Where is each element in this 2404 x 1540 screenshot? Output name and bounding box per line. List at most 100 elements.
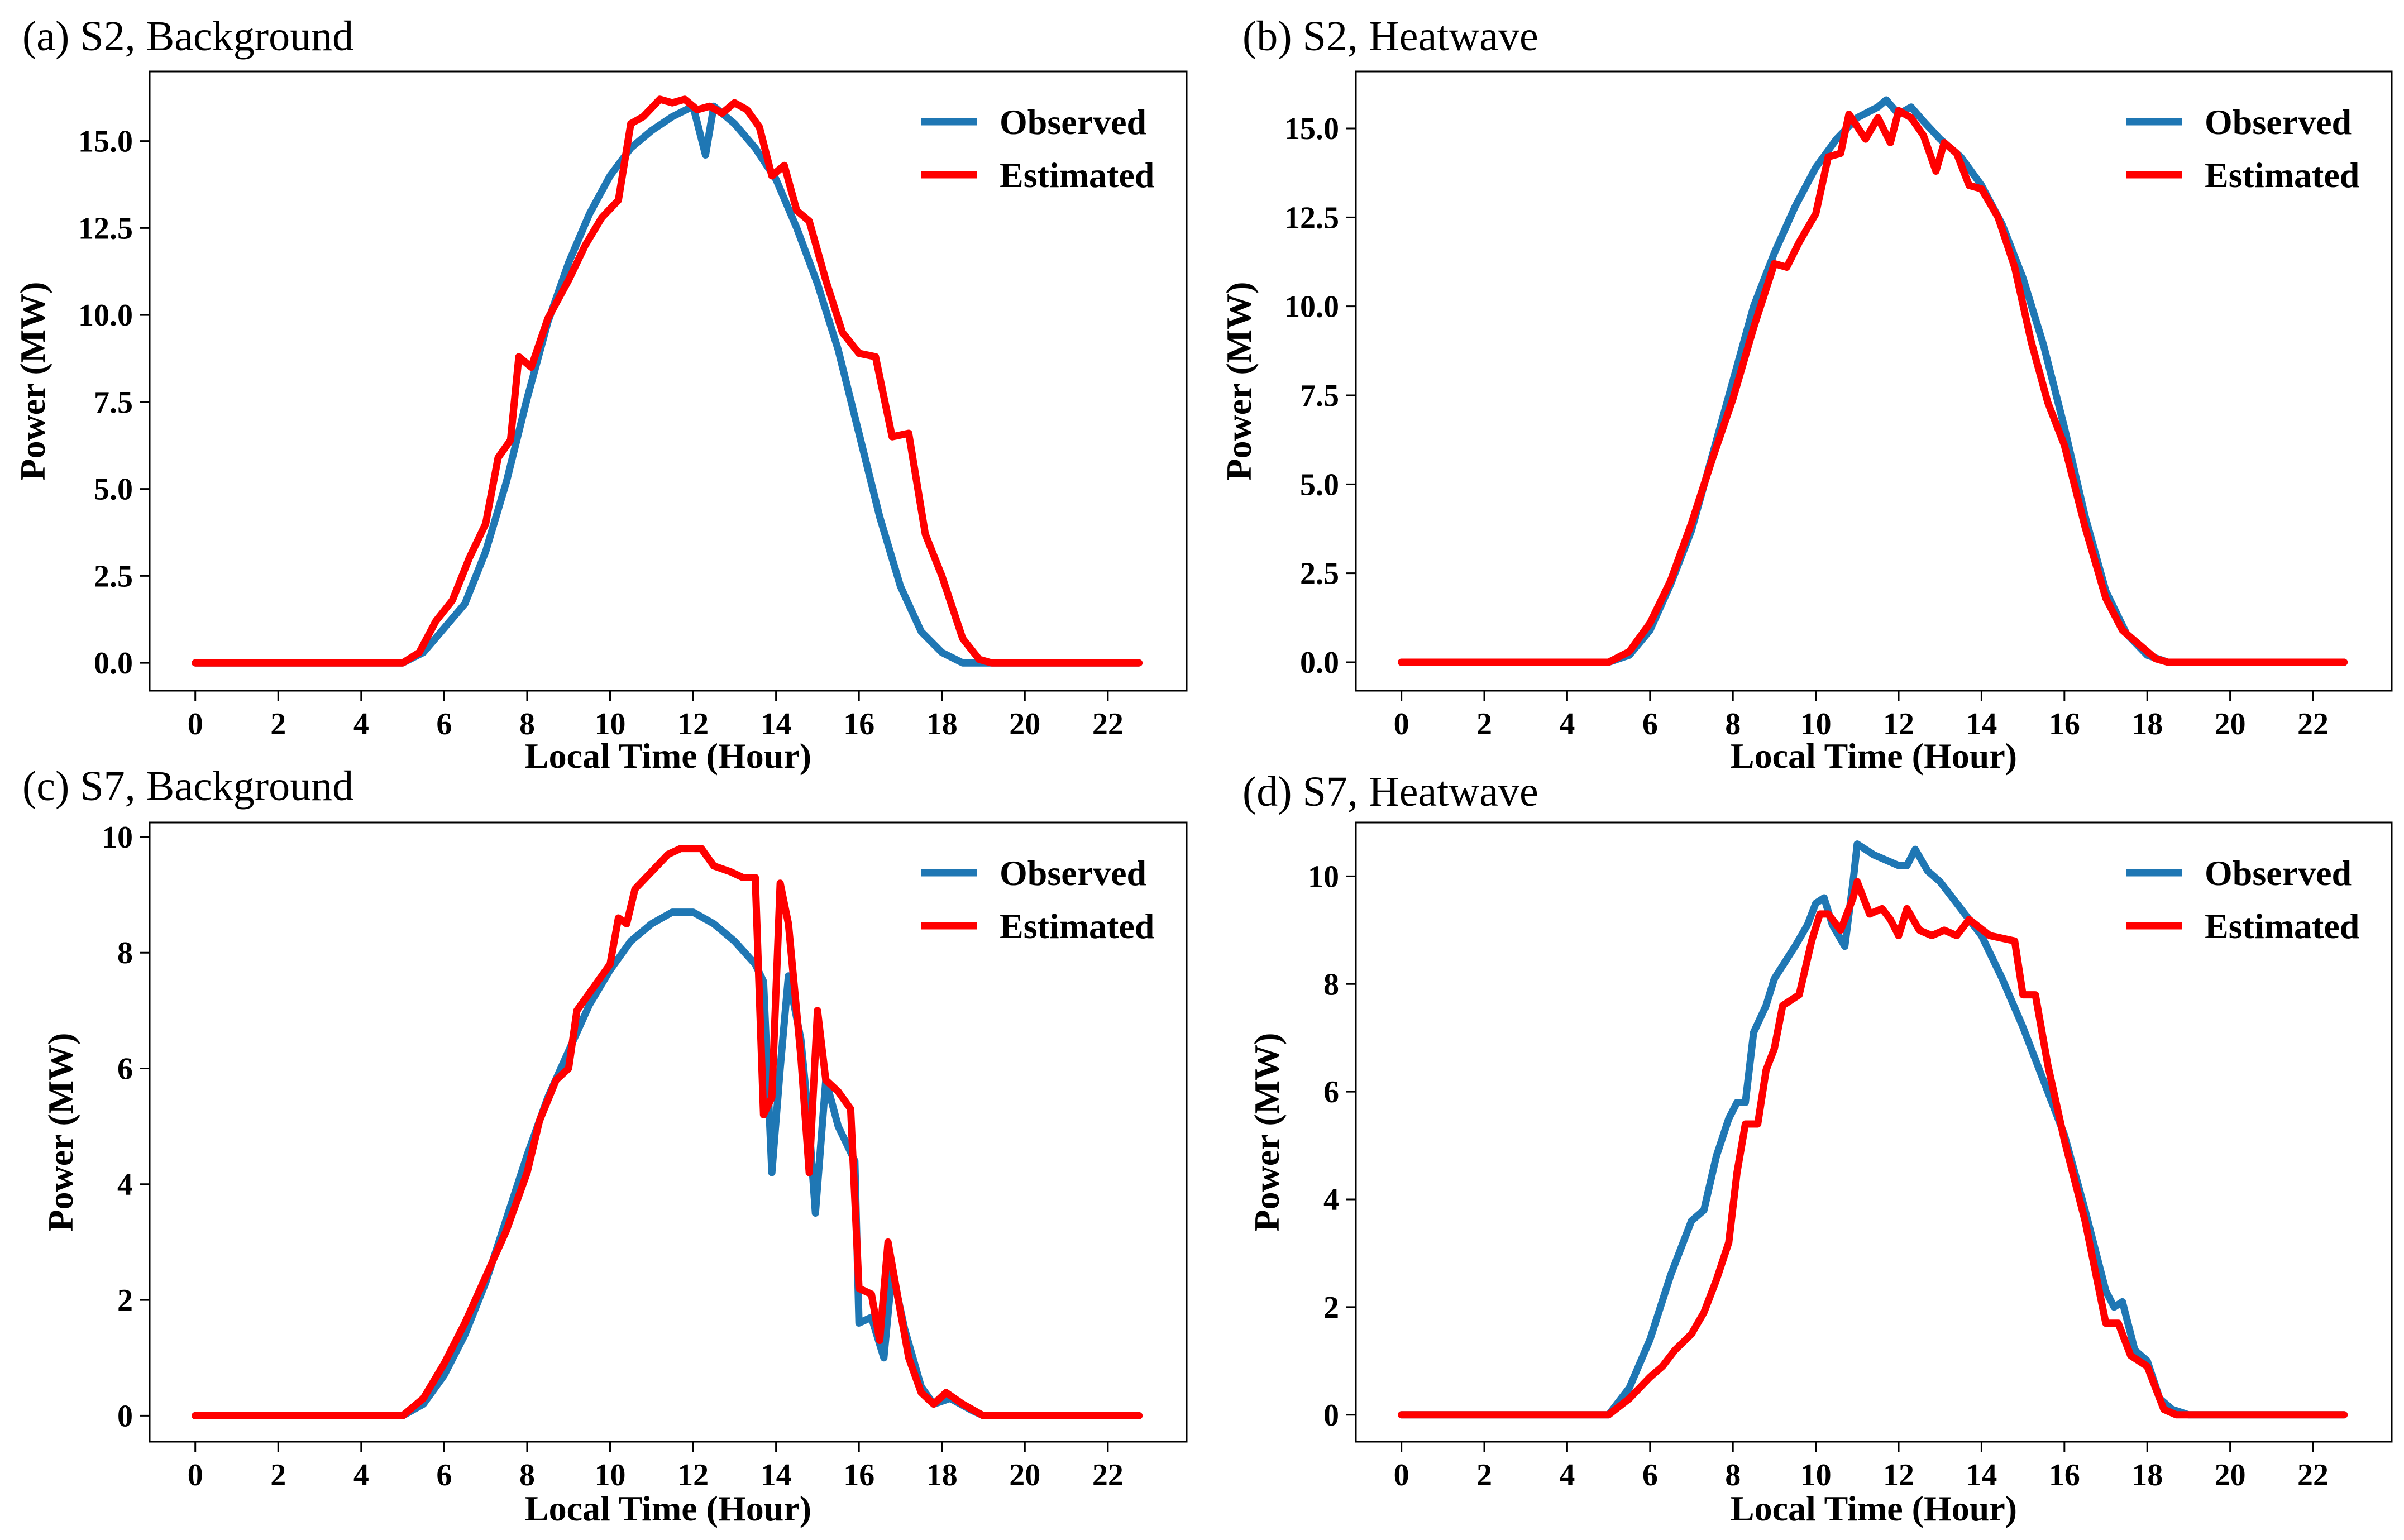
y-tick-label: 2.5	[1300, 557, 1339, 591]
chart-panel-1: (a) S2, Background 0 2 4 6 8 10 12 14 16 18 20 22 0.0…	[13, 13, 1188, 776]
x-tick-label: 8	[519, 1458, 535, 1493]
x-tick-label: 6	[1642, 707, 1658, 742]
legend: Observed Estimated	[2126, 853, 2359, 946]
x-tick-label: 18	[2131, 707, 2163, 742]
panel-title: (a) S2, Background	[22, 13, 353, 60]
x-tick-label: 6	[1642, 1458, 1658, 1493]
x-tick-label: 2	[1476, 1458, 1492, 1493]
panel-title: (c) S7, Background	[22, 763, 353, 810]
x-tick-label: 14	[1966, 1458, 1997, 1493]
x-axis-label: Local Time (Hour)	[1731, 736, 2017, 776]
x-tick-label: 20	[1009, 707, 1040, 742]
x-tick-label: 16	[843, 707, 874, 742]
x-tick-label: 0	[1394, 1458, 1409, 1493]
plot-frame	[1355, 70, 2393, 692]
series-line-estimated	[1398, 878, 2348, 1419]
y-tick-label: 10	[1308, 859, 1339, 894]
legend: Observed Estimated	[921, 102, 1154, 195]
x-tick-label: 2	[270, 1458, 286, 1493]
panel-title: (b) S2, Heatwave	[1242, 13, 1538, 60]
x-tick-label: 2	[270, 707, 286, 742]
x-tick-label: 12	[677, 1458, 709, 1493]
x-tick-label: 20	[1009, 1458, 1040, 1493]
y-tick-label: 2	[1323, 1290, 1339, 1325]
x-tick-label: 6	[436, 1458, 452, 1493]
y-tick-label: 5.0	[1300, 467, 1339, 502]
x-tick-label: 12	[1883, 707, 1914, 742]
y-tick-label: 8	[1323, 967, 1339, 1002]
x-tick-label: 18	[2131, 1458, 2163, 1493]
x-axis-label: Local Time (Hour)	[525, 736, 811, 776]
series-line-observed	[1398, 840, 2348, 1419]
y-tick-label: 7.5	[1300, 379, 1339, 413]
y-tick-label: 2	[117, 1283, 133, 1318]
y-tick-label: 0	[117, 1399, 133, 1433]
y-tick-label: 10.0	[1284, 290, 1339, 324]
panel-title: (d) S7, Heatwave	[1242, 768, 1538, 815]
plot-frame	[149, 821, 1188, 1443]
y-axis-label: Power (MW)	[41, 1033, 80, 1232]
x-axis-label: Local Time (Hour)	[525, 1489, 811, 1528]
legend: Observed Estimated	[921, 853, 1154, 946]
x-tick-label: 10	[1800, 707, 1832, 742]
y-tick-label: 0	[1323, 1398, 1339, 1433]
x-tick-label: 18	[926, 707, 958, 742]
series-line-estimated	[192, 95, 1143, 667]
x-tick-label: 10	[595, 1458, 626, 1493]
x-tick-label: 14	[1966, 707, 1997, 742]
x-tick-label: 8	[1725, 1458, 1741, 1493]
x-tick-label: 4	[1559, 1458, 1575, 1493]
chart-panel-3: (c) S7, Background 0 2 4 6 8 10 12 14 16 18 20 22 0 2 4…	[22, 763, 1188, 1528]
x-tick-label: 4	[1559, 707, 1575, 742]
x-tick-label: 22	[2297, 1458, 2329, 1493]
x-tick-label: 0	[188, 707, 203, 742]
y-tick-label: 2.5	[94, 559, 133, 594]
legend-label-observed: Observed	[1000, 102, 1146, 142]
legend-label-estimated: Estimated	[2205, 906, 2359, 946]
x-tick-label: 4	[353, 1458, 369, 1493]
x-tick-label: 12	[677, 707, 709, 742]
legend-label-observed: Observed	[1000, 853, 1146, 893]
y-tick-label: 8	[117, 936, 133, 970]
chart-panel-2: (b) S2, Heatwave 0 2 4 6 8 10 12 14 16 18 20 22 0.0 2.…	[1219, 13, 2393, 776]
series-line-estimated	[192, 845, 1143, 1419]
x-tick-label: 12	[1883, 1458, 1914, 1493]
y-tick-label: 10	[102, 820, 133, 855]
x-tick-label: 20	[2215, 1458, 2246, 1493]
x-tick-label: 22	[1092, 707, 1124, 742]
plot-frame	[149, 70, 1188, 692]
y-tick-label: 15.0	[1284, 112, 1339, 146]
y-tick-label: 0.0	[94, 646, 133, 681]
y-tick-label: 12.5	[78, 211, 133, 246]
y-axis-label: Power (MW)	[1247, 1033, 1287, 1232]
x-tick-label: 0	[188, 1458, 203, 1493]
x-tick-label: 18	[926, 1458, 958, 1493]
x-tick-label: 8	[519, 707, 535, 742]
y-tick-label: 15.0	[78, 125, 133, 159]
series-line-estimated	[1398, 107, 2348, 666]
y-tick-label: 6	[117, 1051, 133, 1086]
x-tick-label: 10	[1800, 1458, 1832, 1493]
x-tick-label: 0	[1394, 707, 1409, 742]
legend-label-estimated: Estimated	[2205, 155, 2359, 195]
y-tick-label: 7.5	[94, 385, 133, 420]
legend: Observed Estimated	[2126, 102, 2359, 195]
x-tick-label: 20	[2215, 707, 2246, 742]
y-axis-label: Power (MW)	[13, 282, 52, 481]
y-tick-label: 12.5	[1284, 200, 1339, 235]
x-tick-label: 22	[1092, 1458, 1124, 1493]
y-axis-label: Power (MW)	[1219, 282, 1259, 481]
series-line-observed	[1398, 96, 2348, 666]
x-tick-label: 16	[2049, 1458, 2080, 1493]
legend-label-estimated: Estimated	[1000, 906, 1154, 946]
x-tick-label: 16	[843, 1458, 874, 1493]
y-tick-label: 0.0	[1300, 645, 1339, 680]
x-tick-label: 2	[1476, 707, 1492, 742]
x-tick-label: 14	[761, 707, 792, 742]
legend-label-observed: Observed	[2205, 102, 2352, 142]
y-tick-label: 6	[1323, 1075, 1339, 1109]
y-tick-label: 5.0	[94, 472, 133, 507]
y-tick-label: 4	[117, 1168, 133, 1202]
series-line-observed	[192, 908, 1143, 1419]
